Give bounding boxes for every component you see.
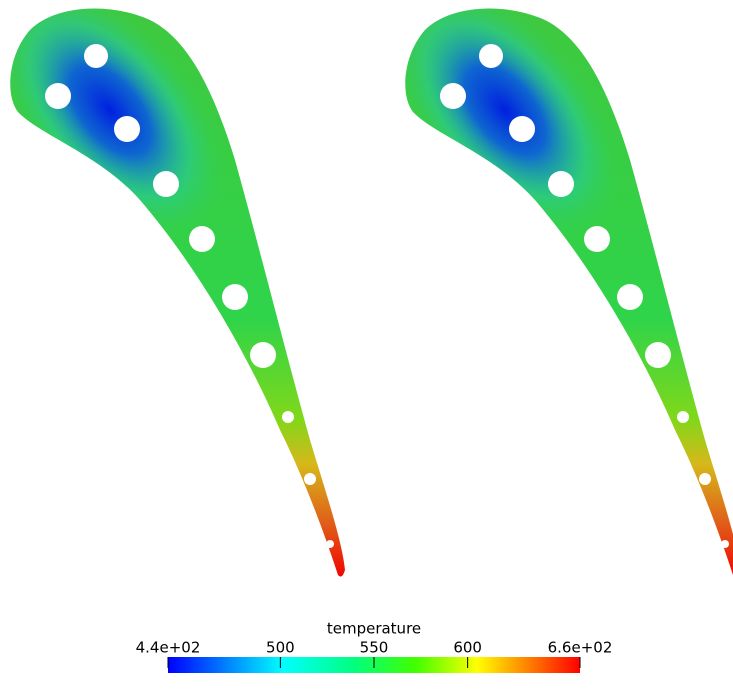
colorbar-tick-label: 600 (453, 639, 482, 657)
blade-left (10, 8, 345, 577)
colorbar-tick-label: 6.6e+02 (548, 639, 613, 657)
colorbar-tick-label: 500 (266, 639, 295, 657)
colorbar-tick-label: 4.4e+02 (136, 639, 201, 657)
blade-right (405, 8, 733, 577)
colorbar-tick-label: 550 (360, 639, 389, 657)
colorbar-title: temperature (327, 620, 421, 638)
